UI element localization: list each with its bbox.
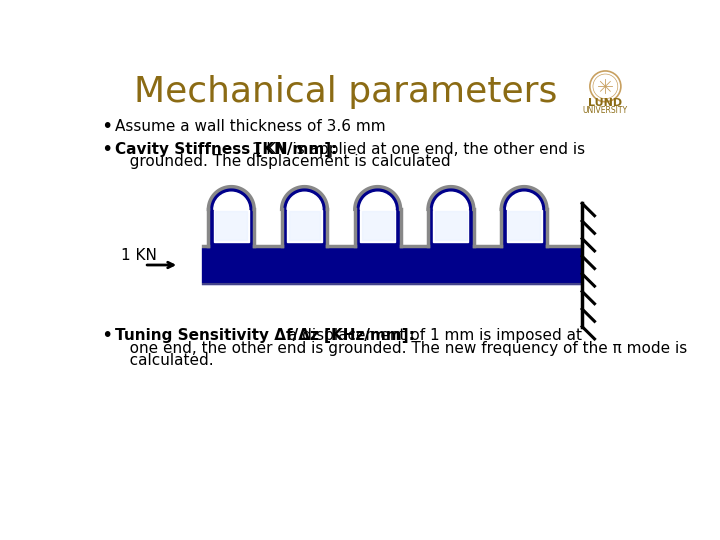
Text: LUND: LUND bbox=[588, 98, 622, 109]
Text: 1 KN is applied at one end, the other end is: 1 KN is applied at one end, the other en… bbox=[242, 142, 585, 157]
Wedge shape bbox=[433, 192, 468, 210]
Wedge shape bbox=[430, 188, 472, 210]
Wedge shape bbox=[210, 188, 253, 210]
Text: UNIVERSITY: UNIVERSITY bbox=[582, 106, 628, 114]
Bar bbox=[430, 210, 472, 246]
Text: Cavity Stiffness [KN/mm]:: Cavity Stiffness [KN/mm]: bbox=[114, 142, 337, 157]
Text: calculated.: calculated. bbox=[114, 353, 213, 368]
Wedge shape bbox=[503, 188, 546, 210]
Wedge shape bbox=[356, 188, 399, 210]
Text: •: • bbox=[102, 140, 113, 159]
Wedge shape bbox=[214, 192, 248, 210]
Bar bbox=[360, 210, 395, 242]
Bar bbox=[433, 210, 468, 242]
Bar bbox=[179, 242, 201, 288]
Text: •: • bbox=[102, 326, 113, 346]
Bar bbox=[435, 211, 467, 240]
Bar bbox=[503, 210, 546, 246]
Bar bbox=[201, 246, 582, 284]
Bar bbox=[289, 211, 320, 240]
Wedge shape bbox=[507, 192, 541, 210]
Bar bbox=[210, 210, 253, 246]
Text: Cavity Stiffness [KN/mm]:  1 KN is applied at one end, the other end is: Cavity Stiffness [KN/mm]: 1 KN is applie… bbox=[114, 142, 655, 157]
Bar bbox=[507, 210, 541, 242]
Text: grounded. The displacement is calculated: grounded. The displacement is calculated bbox=[114, 154, 451, 170]
Wedge shape bbox=[283, 188, 326, 210]
Bar bbox=[283, 210, 326, 246]
Bar bbox=[214, 210, 248, 242]
Bar bbox=[287, 210, 322, 242]
Wedge shape bbox=[360, 192, 395, 210]
Text: a displacement of 1 mm is imposed at: a displacement of 1 mm is imposed at bbox=[284, 328, 582, 343]
Text: Mechanical parameters: Mechanical parameters bbox=[134, 75, 557, 109]
Text: Assume a wall thickness of 3.6 mm: Assume a wall thickness of 3.6 mm bbox=[114, 119, 385, 134]
Text: 1 KN: 1 KN bbox=[121, 248, 157, 264]
Wedge shape bbox=[287, 192, 322, 210]
Text: one end, the other end is grounded. The new frequency of the π mode is: one end, the other end is grounded. The … bbox=[114, 341, 687, 356]
Text: Tuning Sensitivity Δf/Δz [KHz/mm]:: Tuning Sensitivity Δf/Δz [KHz/mm]: bbox=[114, 328, 415, 343]
Bar bbox=[215, 211, 247, 240]
Bar bbox=[508, 211, 540, 240]
Text: •: • bbox=[102, 117, 113, 136]
Bar bbox=[362, 211, 394, 240]
Bar bbox=[356, 210, 399, 246]
